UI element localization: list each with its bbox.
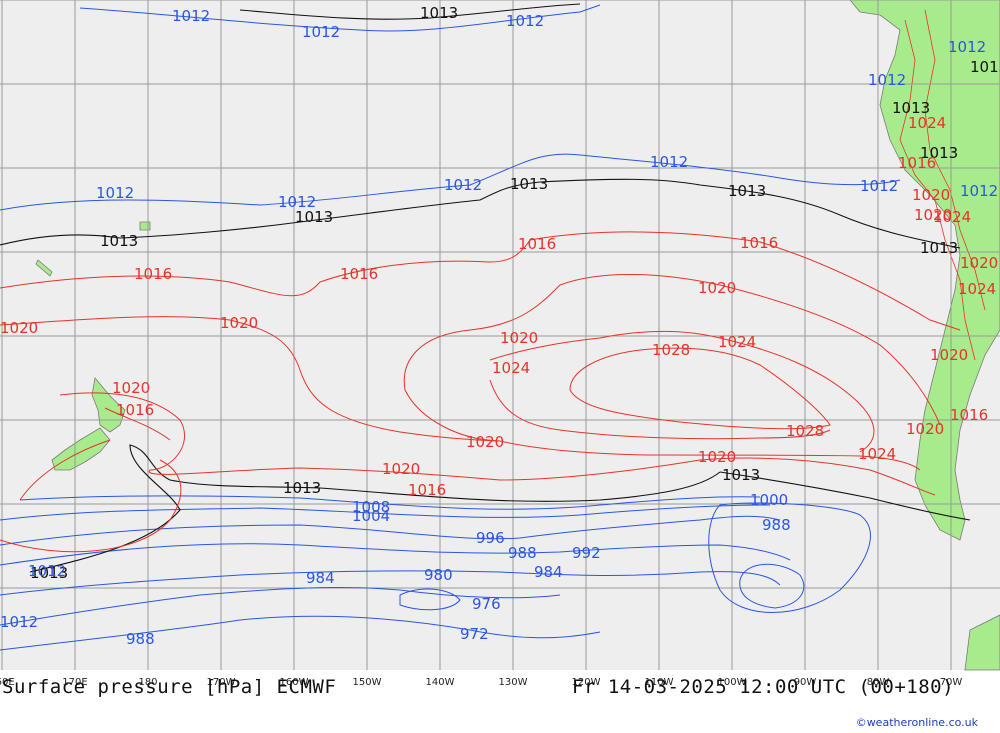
valid-datetime: Fr 14-03-2025 12:00 UTC (00+180) <box>572 676 955 698</box>
isobar-labels: 1013 1013 1013 1013 1013 1013 1013 1013 1013 1013… <box>0 4 1000 648</box>
ocean-area <box>0 0 1000 670</box>
isobar-label-black: 1013 <box>283 479 321 497</box>
isobar-label-blue: 1012 <box>860 177 898 195</box>
isobar-label-black: 1013 <box>892 99 930 117</box>
longitude-tick: 80W <box>867 677 890 688</box>
isobar-label-blue: 1012 <box>444 176 482 194</box>
isobar-label-blue: 1004 <box>352 507 390 525</box>
longitude-tick: 150W <box>353 677 382 688</box>
isobar-label-red: 1020 <box>912 186 950 204</box>
longitude-tick: 140W <box>426 677 455 688</box>
isobar-label-blue: 988 <box>126 630 155 648</box>
new-zealand-north <box>91 377 126 433</box>
isobar-label-blue: 1012 <box>948 38 986 56</box>
longitude-tick: 130W <box>499 677 528 688</box>
isobar-label-blue: 988 <box>508 544 537 562</box>
isobar-label-red: 1028 <box>652 341 690 359</box>
isobars-high <box>0 231 961 553</box>
isobar-label-blue: 996 <box>476 529 505 547</box>
isobar-label-blue: 1012 <box>506 12 544 30</box>
isobar-label-black: 1013 <box>30 564 68 582</box>
isobar-label-red: 1020 <box>698 448 736 466</box>
longitude-tick-labels: 160E 170E 180 170W 160W 150W 140W 130W 120W 110W 1… <box>0 677 962 688</box>
isobar-label-red: 1020 <box>466 433 504 451</box>
isobar-label-black: 1013 <box>728 182 766 200</box>
isobar-label-blue: 972 <box>460 625 489 643</box>
isobar-label-red: 1020 <box>698 279 736 297</box>
isobar-label-blue: 976 <box>472 595 501 613</box>
isobar-label-blue: 1012 <box>868 71 906 89</box>
longitude-tick: 180 <box>138 677 157 688</box>
isobar-label-red: 1016 <box>134 265 172 283</box>
isobar-label-blue: 984 <box>306 569 335 587</box>
isobar-label-red: 1020 <box>112 379 150 397</box>
isobar-label-red: 1020 <box>914 206 952 224</box>
isobar-label-red: 1028 <box>786 422 824 440</box>
isobar-label-red: 1016 <box>740 234 778 252</box>
isobar-label-red: 1020 <box>382 460 420 478</box>
isobar-label-blue: 1012 <box>0 613 38 631</box>
isobar-label-red: 1024 <box>958 280 996 298</box>
isobar-label-black: 1013 <box>920 144 958 162</box>
longitude-tick: 110W <box>645 677 674 688</box>
longitude-tick: 170E <box>62 677 87 688</box>
isobar-label-black: 1013 <box>510 175 548 193</box>
longitude-tick: 70W <box>940 677 963 688</box>
isobar-label-blue: 1012 <box>172 7 210 25</box>
isobar-label-red: 1016 <box>340 265 378 283</box>
isobar-label-black: 1013 <box>722 466 760 484</box>
longitude-tick: 100W <box>718 677 747 688</box>
isobar-label-red: 1024 <box>908 114 946 132</box>
isobar-label-black: 1013 <box>100 232 138 250</box>
isobar-label-blue: 1012 <box>28 562 66 580</box>
isobar-label-red: 1020 <box>220 314 258 332</box>
isobar-label-blue: 1012 <box>278 193 316 211</box>
isobar-label-red: 1020 <box>906 420 944 438</box>
island-new-caledonia <box>35 259 53 277</box>
longitude-tick: 160W <box>280 677 309 688</box>
isobar-label-blue: 984 <box>534 563 563 581</box>
isobar-label-red: 1020 <box>930 346 968 364</box>
isobar-label-red: 1016 <box>950 406 988 424</box>
isobar-label-red: 1020 <box>960 254 998 272</box>
credit-link[interactable]: ©weatheronline.co.uk <box>855 716 978 729</box>
isobar-label-red: 1020 <box>0 319 38 337</box>
isobar-label-black: 1013 <box>295 208 333 226</box>
isobar-label-blue: 980 <box>424 566 453 584</box>
isobars-low <box>0 4 901 651</box>
isobar-label-blue: 988 <box>762 516 791 534</box>
isobar-label-blue: 1000 <box>750 491 788 509</box>
isobar-label-blue: 1008 <box>352 498 390 516</box>
isobar-label-red: 1024 <box>492 359 530 377</box>
andes-detail <box>899 9 986 361</box>
chart-title: Surface pressure [hPa] ECMWF <box>2 676 337 698</box>
isobar-label-red: 1016 <box>898 154 936 172</box>
isobar-label-red: 1024 <box>858 445 896 463</box>
isobar-label-black: 1013 <box>920 239 958 257</box>
isobar-label-blue: 992 <box>572 544 601 562</box>
antarctic-peninsula <box>964 614 1000 671</box>
isobar-label-blue: 1012 <box>96 184 134 202</box>
longitude-tick: 120W <box>572 677 601 688</box>
isobar-label-blue: 1012 <box>650 153 688 171</box>
longitude-tick: 90W <box>794 677 817 688</box>
isobar-label-red: 1024 <box>718 333 756 351</box>
isobars-reference <box>0 3 971 573</box>
longitude-tick: 170W <box>207 677 236 688</box>
isobar-label-red: 1016 <box>518 235 556 253</box>
isobar-label-blue: 1012 <box>302 23 340 41</box>
isobar-label-black: 1013 <box>420 4 458 22</box>
lat-lon-grid <box>0 0 1000 670</box>
isobar-label-red: 1024 <box>933 208 971 226</box>
isobar-label-blue: 1012 <box>960 182 998 200</box>
isobar-label-red: 1020 <box>500 329 538 347</box>
south-america-land <box>849 0 1000 541</box>
longitude-tick: 160E <box>0 677 15 688</box>
isobar-label-black: 1013 <box>970 58 1000 76</box>
isobar-label-red: 1016 <box>408 481 446 499</box>
isobar-label-red: 1016 <box>116 401 154 419</box>
